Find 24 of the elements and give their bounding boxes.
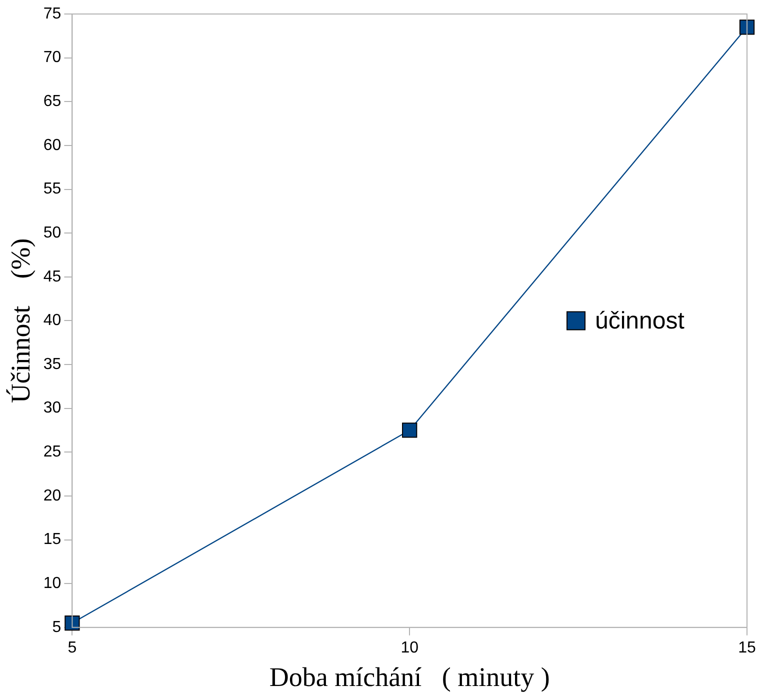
y-tick-label: 30 — [43, 400, 62, 417]
y-tick-label: 10 — [43, 574, 62, 592]
y-tick-label: 40 — [43, 312, 62, 330]
point — [64, 615, 80, 631]
y-tick-label: 50 — [43, 224, 62, 242]
y-tick-label: 20 — [43, 487, 62, 504]
y-tick-label: 55 — [43, 180, 62, 198]
point — [739, 20, 755, 35]
y-tick-label: 35 — [43, 356, 62, 373]
y-tick-label: 70 — [43, 49, 62, 66]
y-tick-label: 60 — [43, 136, 62, 154]
y-axis-title: Účinnost (%) — [5, 238, 36, 404]
x-axis-title: Doba míchání ( minuty ) — [269, 662, 550, 692]
y-tick-label: 25 — [43, 444, 62, 461]
x-tick-label: 5 — [68, 639, 77, 656]
y-tick-label: 5 — [52, 618, 62, 636]
legend-label: účinnost — [595, 307, 685, 334]
x-tick-label: 10 — [400, 639, 419, 656]
y-tick-label: 15 — [43, 531, 62, 548]
point — [402, 422, 418, 438]
y-tick-label: 75 — [43, 5, 62, 22]
y-tick-label: 65 — [43, 93, 62, 110]
x-tick-label: 15 — [738, 639, 756, 656]
y-tick-label: 45 — [43, 268, 62, 286]
